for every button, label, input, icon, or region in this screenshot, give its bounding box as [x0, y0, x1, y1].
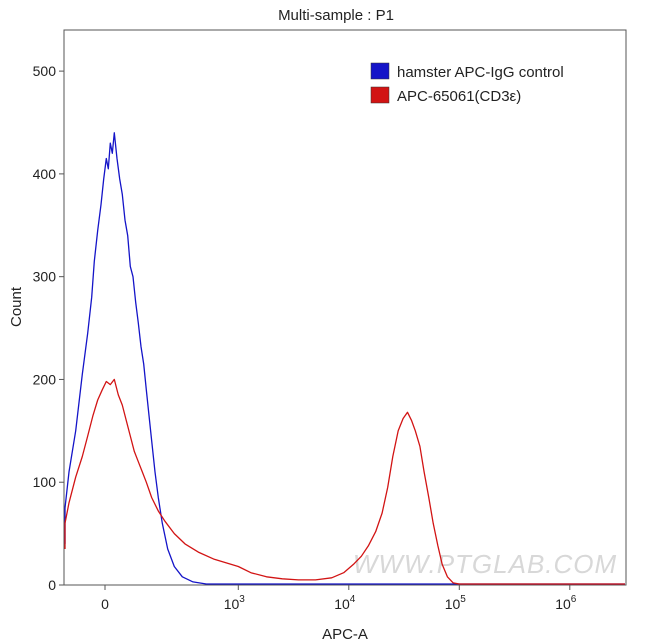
legend-label-cd3e: APC-65061(CD3ε)	[397, 88, 521, 105]
series-line-cd3e	[64, 378, 625, 585]
x-tick-label: 106	[555, 594, 577, 612]
legend-swatch-control	[370, 62, 390, 80]
x-axis-ticks: 0103104105106107	[101, 585, 577, 612]
x-tick-label: 0	[101, 596, 109, 612]
chart-title: Multi-sample : P1	[278, 7, 394, 24]
x-tick-label: 104	[334, 594, 356, 612]
y-tick-label: 0	[48, 577, 56, 593]
y-axis-label: Count	[8, 286, 25, 327]
y-tick-label: 100	[33, 474, 57, 490]
y-tick-label: 200	[33, 371, 57, 387]
series-layer	[64, 132, 625, 585]
x-tick-label: 103	[224, 594, 246, 612]
watermark: WWW.PTGLAB.COM	[353, 549, 617, 579]
y-tick-label: 400	[33, 166, 57, 182]
legend-label-control: hamster APC-IgG control	[397, 64, 564, 81]
series-line-control	[64, 132, 625, 585]
plot-area	[63, 29, 627, 586]
y-tick-label: 500	[33, 63, 57, 79]
x-tick-label: 105	[445, 594, 467, 612]
legend: hamster APC-IgG control APC-65061(CD3ε)	[370, 62, 564, 105]
x-axis-label: APC-A	[322, 626, 368, 643]
y-tick-label: 300	[33, 269, 57, 285]
y-axis-ticks: 0 100 200 300 400 500	[33, 63, 64, 593]
legend-swatch-cd3e	[370, 86, 390, 104]
